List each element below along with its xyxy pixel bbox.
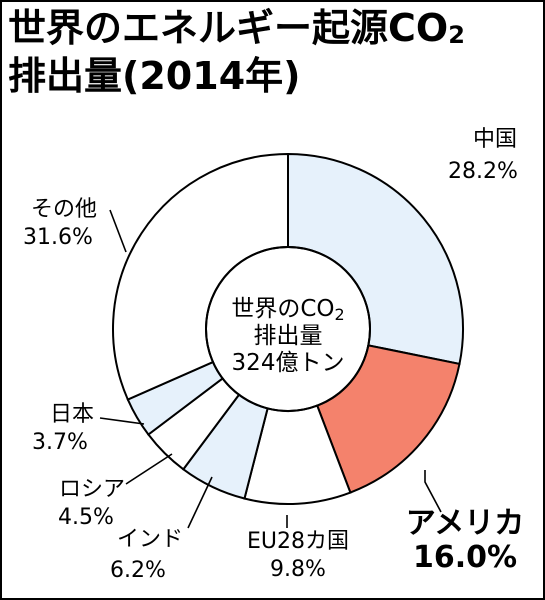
- label-japan-value: 3.7%: [32, 430, 88, 455]
- chart-title-main: 世界のエネルギー起源CO: [8, 6, 449, 50]
- center-label-line3: 324億トン: [232, 350, 345, 376]
- chart-title-subscript: 2: [448, 21, 465, 49]
- label-eu28-name: EU28カ国: [247, 529, 349, 554]
- label-others-value: 31.6%: [23, 225, 93, 250]
- leader-others: [109, 209, 127, 253]
- label-japan-name: 日本: [50, 402, 94, 427]
- label-eu28-value: 9.8%: [270, 557, 326, 582]
- leader-lines: [99, 209, 442, 529]
- leader-japan: [99, 417, 145, 425]
- label-russia-value: 4.5%: [58, 505, 114, 530]
- label-usa-value: 16.0%: [413, 540, 517, 575]
- label-india-value: 6.2%: [110, 558, 166, 583]
- center-label-main: 世界のCO: [231, 296, 334, 322]
- label-others-name: その他: [31, 197, 97, 222]
- center-label: 世界のCO2 排出量 324億トン: [231, 296, 344, 376]
- center-label-line2: 排出量: [254, 323, 323, 349]
- chart-title-line1: 世界のエネルギー起源CO2: [8, 6, 465, 55]
- leader-usa: [424, 470, 442, 513]
- donut-slices: [112, 152, 464, 505]
- label-india-name: インド: [117, 527, 183, 552]
- leader-india: [187, 476, 213, 529]
- label-china-value: 28.2%: [448, 159, 518, 184]
- leader-russia: [125, 453, 173, 485]
- inner-ring: [205, 246, 371, 412]
- label-usa-name: アメリカ: [406, 506, 525, 541]
- center-label-subscript: 2: [334, 305, 344, 324]
- label-china-name: 中国: [473, 127, 517, 152]
- chart-title-line2: 排出量(2014年): [8, 54, 301, 98]
- label-russia-name: ロシア: [59, 477, 125, 502]
- center-label-line1: 世界のCO2: [231, 296, 344, 324]
